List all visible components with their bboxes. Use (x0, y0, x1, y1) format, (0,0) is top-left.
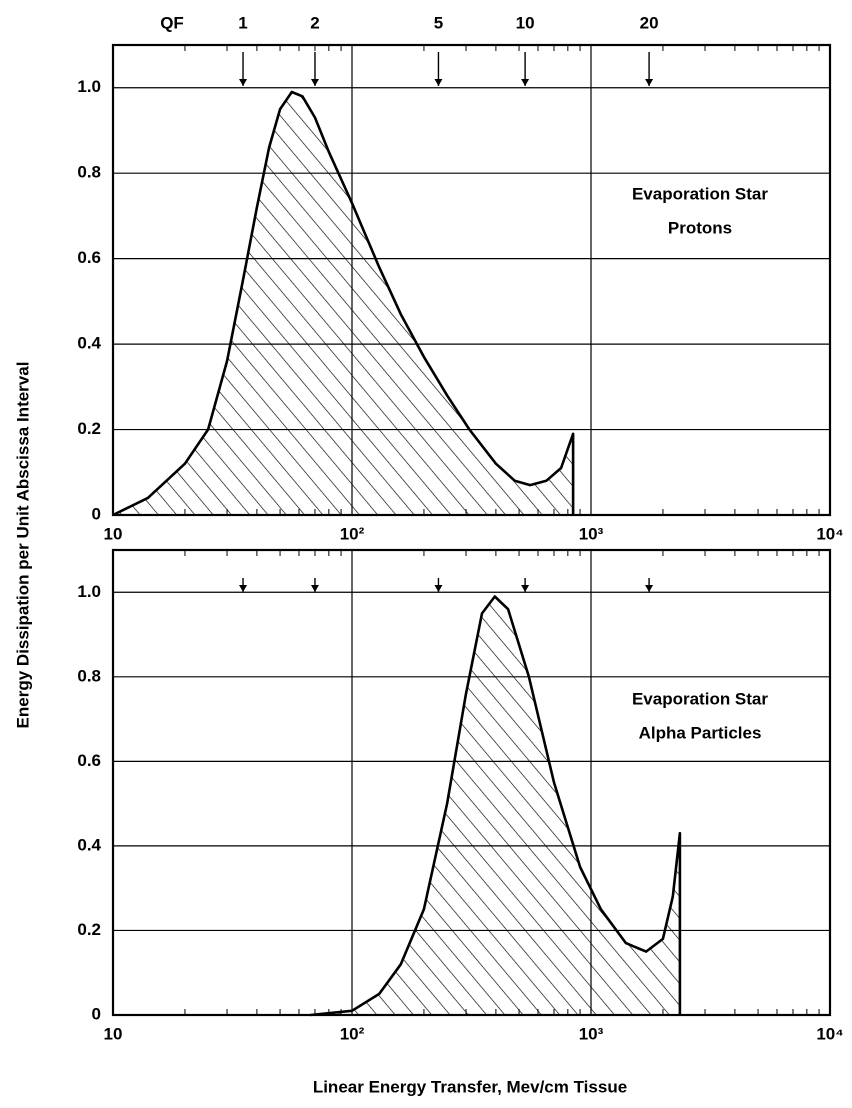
qf-arrow-head (239, 585, 248, 592)
annotation: Protons (668, 218, 732, 237)
curve (310, 595, 682, 1017)
y-tick-label: 0 (92, 1004, 101, 1023)
x-tick-label: 10² (340, 524, 365, 543)
x-tick-label: 10 (104, 524, 123, 543)
annotation: Alpha Particles (639, 723, 762, 742)
x-tick-label: 10² (340, 1024, 365, 1043)
x-tick-label: 10 (104, 1024, 123, 1043)
y-tick-label: 1.0 (77, 77, 101, 96)
x-tick-label: 10⁴ (816, 1024, 843, 1043)
y-tick-label: 0.4 (77, 835, 101, 854)
plot-frame (111, 548, 832, 1017)
y-tick-label: 0.2 (77, 419, 101, 438)
y-tick-label: 0.4 (77, 334, 101, 353)
annotation: Evaporation Star (632, 184, 768, 203)
qf-arrow-head (434, 79, 443, 86)
y-tick-label: 0.2 (77, 920, 101, 939)
area-fill (113, 92, 574, 515)
qf-value: 1 (238, 13, 247, 32)
qf-arrow-head (434, 585, 443, 592)
y-tick-label: 0.6 (77, 751, 101, 770)
qf-arrow-head (645, 79, 654, 86)
y-tick-label: 1.0 (77, 582, 101, 601)
x-tick-label: 10⁴ (816, 524, 843, 543)
qf-value: 2 (310, 13, 319, 32)
qf-arrow-head (521, 79, 530, 86)
y-tick-label: 0.8 (77, 163, 101, 182)
y-tick-label: 0.6 (77, 248, 101, 267)
qf-value: 5 (434, 13, 443, 32)
area-fill (310, 596, 680, 1015)
qf-arrow-head (239, 79, 248, 86)
y-tick-label: 0 (92, 504, 101, 523)
y-axis-label: Energy Dissipation per Unit Abscissa Int… (13, 362, 32, 729)
x-tick-label: 10³ (579, 1024, 604, 1043)
qf-arrow-head (310, 79, 319, 86)
qf-label: QF (160, 13, 184, 32)
qf-value: 10 (516, 13, 535, 32)
qf-arrow-head (521, 585, 530, 592)
curve (112, 90, 575, 517)
qf-arrow-head (645, 585, 654, 592)
y-tick-label: 0.8 (77, 666, 101, 685)
x-axis-label: Linear Energy Transfer, Mev/cm Tissue (313, 1077, 627, 1096)
annotation: Evaporation Star (632, 689, 768, 708)
qf-value: 20 (640, 13, 659, 32)
plot-frame (111, 43, 832, 517)
x-tick-label: 10³ (579, 524, 604, 543)
qf-arrow-head (310, 585, 319, 592)
